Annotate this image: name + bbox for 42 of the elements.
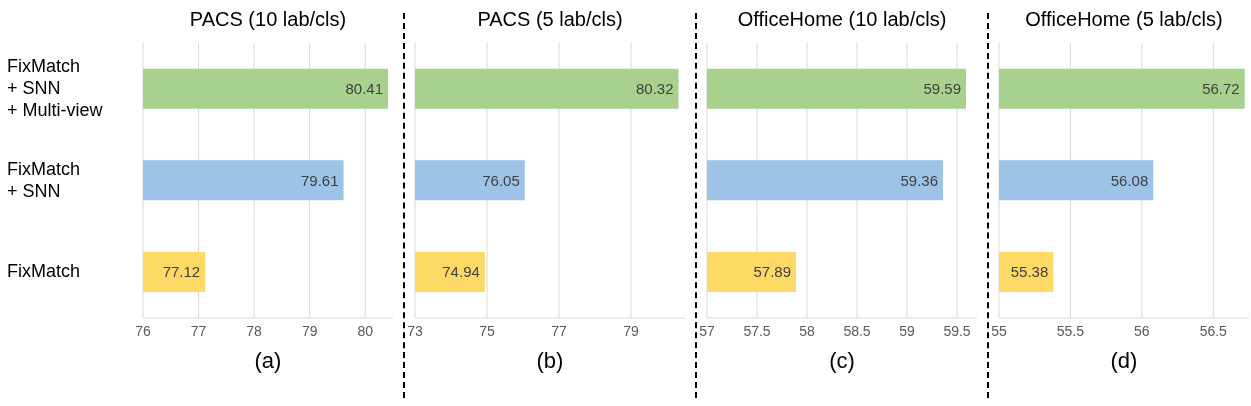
x-tick-label: 77 bbox=[551, 322, 567, 339]
x-axis-title: (b) bbox=[535, 348, 565, 374]
chart-title: OfficeHome (10 lab/cls) bbox=[736, 8, 948, 32]
x-tick-label: 58.5 bbox=[843, 322, 871, 339]
chart-title: PACS (5 lab/cls) bbox=[476, 8, 624, 32]
data-label: 56.08 bbox=[1110, 171, 1149, 189]
x-tick-label: 55.5 bbox=[1056, 322, 1085, 339]
x-tick-label: 73 bbox=[407, 322, 423, 339]
data-label: 55.38 bbox=[1010, 263, 1049, 281]
x-tick-label: 57.5 bbox=[743, 322, 771, 339]
x-tick-label: 77 bbox=[190, 322, 207, 339]
x-tick-label: 56 bbox=[1134, 322, 1150, 339]
x-tick-label: 59 bbox=[899, 322, 915, 339]
y-tick-label: FixMatch + SNN + Multi-view bbox=[7, 55, 104, 120]
x-axis-title: (d) bbox=[1109, 348, 1139, 374]
data-label: 56.72 bbox=[1202, 79, 1240, 97]
data-label: 74.94 bbox=[442, 263, 480, 281]
data-label: 80.32 bbox=[635, 79, 674, 97]
data-label: 77.12 bbox=[162, 263, 201, 281]
data-label: 80.41 bbox=[345, 79, 383, 97]
data-label: 76.05 bbox=[482, 171, 520, 189]
chart-title: OfficeHome (5 lab/cls) bbox=[1024, 8, 1224, 32]
x-tick-label: 75 bbox=[479, 322, 495, 339]
x-tick-label: 57 bbox=[699, 322, 715, 339]
x-tick-label: 79 bbox=[301, 322, 318, 339]
y-tick-label: FixMatch + SNN bbox=[7, 158, 81, 201]
data-label: 59.36 bbox=[900, 171, 938, 189]
x-tick-label: 79 bbox=[623, 322, 639, 339]
data-label: 57.89 bbox=[753, 263, 791, 281]
x-tick-label: 78 bbox=[246, 322, 263, 339]
y-tick-label: FixMatch bbox=[7, 260, 81, 281]
x-tick-label: 56.5 bbox=[1199, 322, 1228, 339]
data-label: 59.59 bbox=[923, 79, 961, 97]
x-tick-label: 59.5 bbox=[943, 322, 971, 339]
x-tick-label: 55 bbox=[991, 322, 1007, 339]
x-axis-title: (a) bbox=[253, 348, 283, 374]
x-tick-label: 80 bbox=[357, 322, 374, 339]
data-label: 79.61 bbox=[301, 171, 339, 189]
x-tick-label: 76 bbox=[135, 322, 151, 339]
chart-title: PACS (10 lab/cls) bbox=[188, 8, 348, 32]
x-tick-label: 58 bbox=[799, 322, 815, 339]
x-axis-title: (c) bbox=[828, 348, 856, 374]
